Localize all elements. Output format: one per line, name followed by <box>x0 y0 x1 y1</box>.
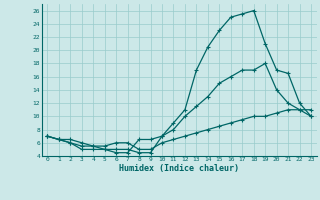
X-axis label: Humidex (Indice chaleur): Humidex (Indice chaleur) <box>119 164 239 173</box>
